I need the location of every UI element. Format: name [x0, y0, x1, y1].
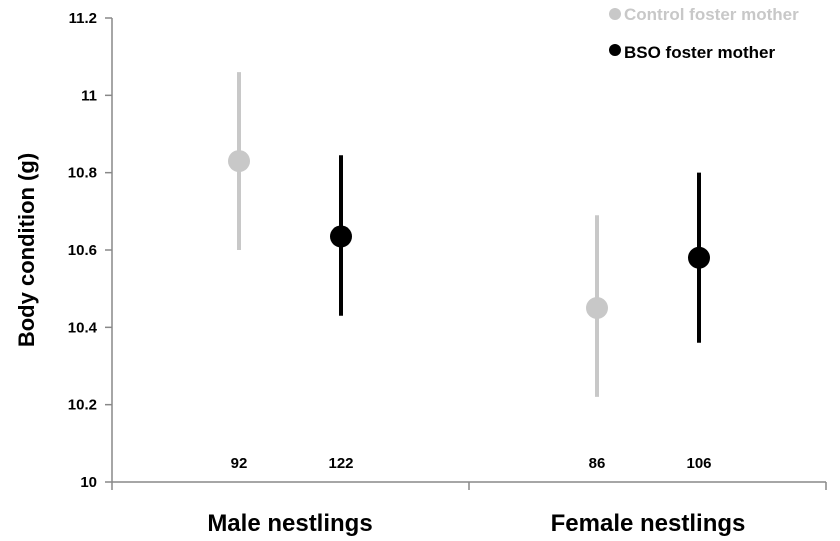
- x-category-label-male: Male nestlings: [207, 510, 372, 537]
- sample-size-label: 122: [328, 455, 353, 472]
- legend-marker-control: [609, 8, 621, 20]
- data-point: [688, 246, 710, 269]
- legend-marker-bso: [609, 44, 621, 56]
- data-point: [330, 225, 352, 248]
- y-tick-label: 10.2: [68, 397, 97, 414]
- y-tick-label: 10.6: [68, 242, 97, 259]
- legend-label-control: Control foster mother: [624, 5, 799, 24]
- data-point: [228, 150, 250, 173]
- y-tick-label: 10.4: [68, 319, 98, 336]
- sample-size-label: 86: [589, 455, 606, 472]
- y-tick-label: 11: [81, 87, 97, 104]
- data-marks: 92 86 122 106: [228, 72, 712, 472]
- y-tick-label: 10.8: [68, 165, 97, 182]
- legend-label-bso: BSO foster mother: [624, 43, 776, 62]
- y-axis-title: Body condition (g): [14, 153, 39, 347]
- y-axis-ticks: 10 10.2 10.4 10.6 10.8 11 11.2: [68, 10, 112, 491]
- data-point: [586, 297, 608, 319]
- legend: Control foster mother BSO foster mother: [609, 5, 799, 62]
- y-tick-label: 10: [80, 474, 97, 491]
- x-category-label-female: Female nestlings: [551, 510, 746, 537]
- sample-size-label: 106: [686, 455, 711, 472]
- y-tick-label: 11.2: [69, 10, 97, 27]
- sample-size-label: 92: [231, 455, 248, 472]
